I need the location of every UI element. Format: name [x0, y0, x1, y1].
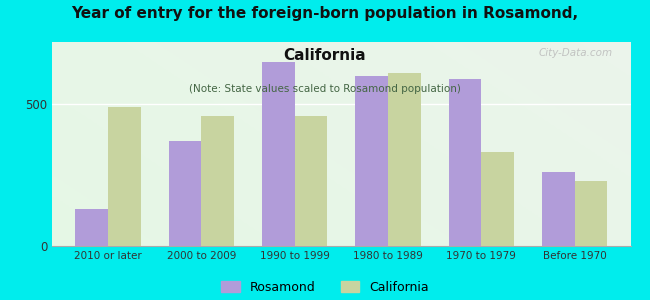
Bar: [75, 209, 108, 246]
Legend: Rosamond, California: Rosamond, California: [221, 281, 429, 294]
Bar: [356, 76, 388, 246]
Bar: [388, 73, 421, 246]
Bar: [575, 181, 607, 246]
Text: City-Data.com: City-Data.com: [539, 48, 613, 58]
Bar: [294, 116, 327, 246]
Bar: [481, 152, 514, 246]
Bar: [448, 79, 481, 246]
Text: (Note: State values scaled to Rosamond population): (Note: State values scaled to Rosamond p…: [189, 84, 461, 94]
Bar: [202, 116, 234, 246]
Text: California: California: [283, 48, 367, 63]
Bar: [168, 141, 202, 246]
Bar: [542, 172, 575, 246]
Bar: [262, 62, 294, 246]
Bar: [108, 107, 140, 246]
Text: Year of entry for the foreign-born population in Rosamond,: Year of entry for the foreign-born popul…: [72, 6, 578, 21]
